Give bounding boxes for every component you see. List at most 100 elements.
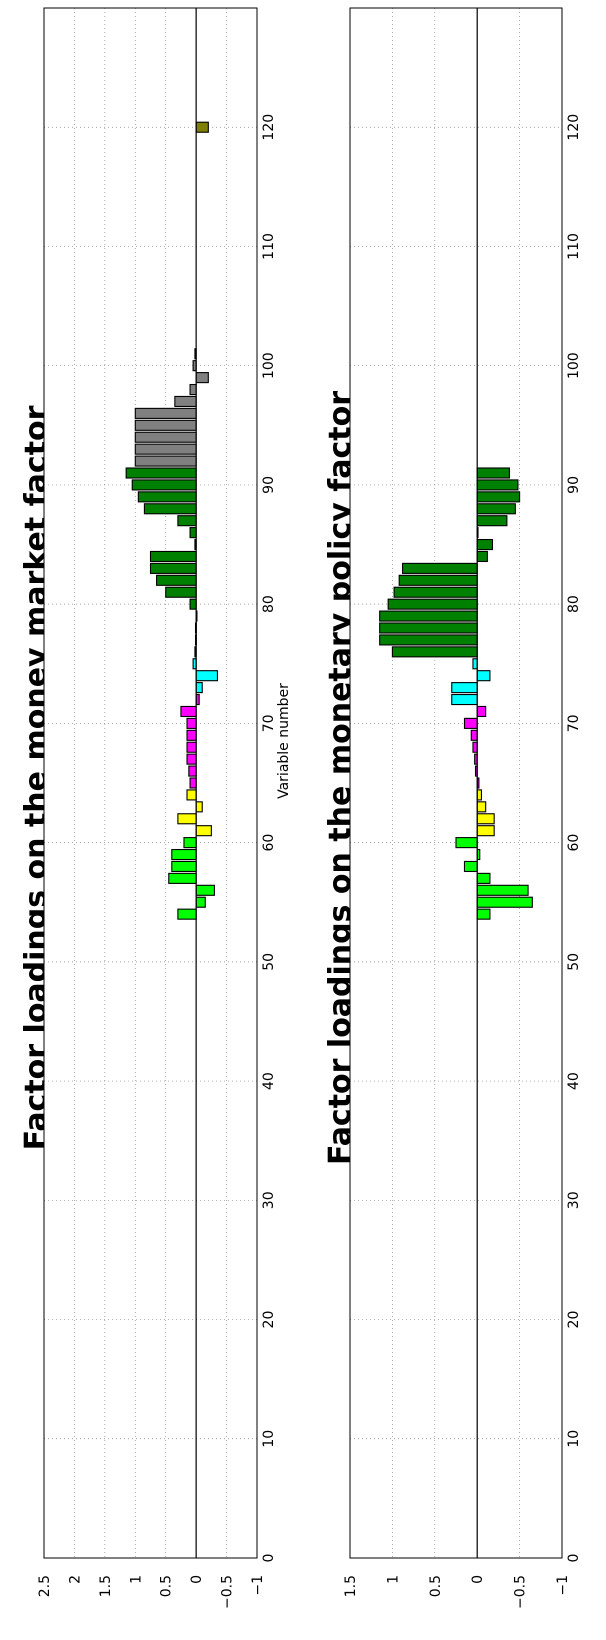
bar: [180, 705, 197, 718]
x-tick-label: 60: [566, 834, 582, 852]
bar: [472, 658, 478, 670]
bar: [451, 682, 478, 694]
x-tick-label: 100: [261, 352, 277, 379]
x-tick-label: 10: [261, 1430, 277, 1448]
bar: [134, 419, 197, 431]
bar: [195, 121, 209, 133]
bar: [171, 860, 197, 873]
y-tick-label: −1: [555, 1575, 571, 1596]
x-tick-label: 40: [566, 1072, 582, 1090]
y-tick-label: 1: [128, 1575, 144, 1584]
y-tick-label: 2.5: [37, 1575, 53, 1597]
y-tick-label: 1.5: [343, 1575, 359, 1597]
bar: [186, 753, 197, 765]
x-tick-label: 80: [261, 595, 277, 613]
bar: [463, 860, 478, 873]
money-market-factor-panel: Factor loadings on the money market fact…: [19, 7, 292, 1609]
y-tick-label: 1: [385, 1575, 401, 1584]
y-tick-labels: −1 −0.5 0 0.5 1 1.5: [343, 1575, 571, 1609]
bar: [476, 491, 521, 503]
y-tick-label: 0.5: [159, 1575, 175, 1597]
bar: [476, 825, 495, 837]
bar: [143, 503, 197, 515]
bar: [195, 884, 215, 896]
bar: [186, 789, 197, 801]
x-tick-label: 90: [566, 476, 582, 494]
plot-border: [43, 7, 258, 1559]
bar: [189, 777, 197, 789]
x-tick-label: 50: [261, 953, 277, 971]
bars: [125, 121, 218, 920]
y-tick-label: −1: [250, 1575, 266, 1596]
bar: [195, 682, 203, 694]
bar: [177, 515, 197, 527]
x-tick-label: 110: [566, 233, 582, 260]
bar: [156, 574, 197, 586]
bar: [134, 443, 197, 455]
x-tick-label: 120: [566, 114, 582, 141]
bar: [134, 407, 197, 419]
bar: [149, 550, 197, 563]
y-tick-label: 2: [67, 1575, 83, 1584]
x-tick-label: 50: [566, 953, 582, 971]
bar: [476, 670, 491, 682]
bar: [186, 729, 197, 741]
bar: [168, 872, 197, 884]
bar: [476, 705, 487, 718]
plot-frame: [44, 8, 257, 1558]
bar: [391, 646, 478, 658]
bar: [476, 503, 516, 515]
x-tick-label: 0: [261, 1554, 277, 1563]
bars: [379, 467, 533, 920]
x-tick-label: 70: [261, 714, 277, 732]
bar: [470, 729, 478, 741]
bar: [476, 908, 491, 920]
bar: [134, 455, 197, 467]
bar: [476, 896, 533, 908]
bar: [195, 372, 209, 384]
bar: [476, 467, 510, 479]
x-tick-label: 30: [261, 1191, 277, 1209]
bar: [463, 717, 478, 729]
bar: [476, 884, 529, 896]
bar: [476, 872, 491, 884]
x-tick-label: 20: [566, 1311, 582, 1329]
x-tick-labels: 0 10 20 30 40 50 60 70 80 90 100 110 120: [261, 114, 277, 1563]
bar: [186, 741, 197, 753]
bar: [171, 848, 197, 861]
x-tick-label: 70: [566, 714, 582, 732]
x-tick-label: 120: [261, 114, 277, 141]
bar: [476, 550, 488, 563]
bar: [177, 813, 197, 825]
y-tick-labels: −1 −0.5 0 0.5 1 1.5 2 2.5: [37, 1575, 266, 1609]
plot-border: [349, 7, 563, 1559]
bar: [379, 634, 478, 646]
bar: [379, 622, 478, 634]
y-tick-label: 0.5: [428, 1575, 444, 1597]
bar: [472, 741, 478, 753]
bar: [189, 383, 197, 396]
x-tick-label: 60: [261, 834, 277, 852]
x-tick-label: 110: [261, 233, 277, 260]
y-tick-label: −0.5: [220, 1575, 236, 1609]
y-tick-label: −0.5: [513, 1575, 529, 1609]
y-tick-label: 0: [189, 1575, 205, 1584]
bar: [189, 598, 197, 610]
bar: [393, 586, 478, 598]
bar: [125, 467, 197, 479]
bar: [476, 479, 519, 491]
bar: [451, 693, 478, 706]
x-tick-label: 20: [261, 1311, 277, 1329]
x-tick-label: 80: [566, 595, 582, 613]
bar: [476, 789, 482, 801]
x-tick-label: 90: [261, 476, 277, 494]
x-tick-labels: 0 10 20 30 40 50 60 70 80 90 100 110 120: [566, 114, 582, 1563]
bar: [476, 801, 487, 813]
grid-lines: [349, 8, 563, 1559]
bar: [137, 491, 197, 503]
bar: [195, 801, 203, 813]
y-tick-label: 1.5: [98, 1575, 114, 1597]
bar: [149, 562, 197, 574]
bar: [402, 562, 478, 574]
